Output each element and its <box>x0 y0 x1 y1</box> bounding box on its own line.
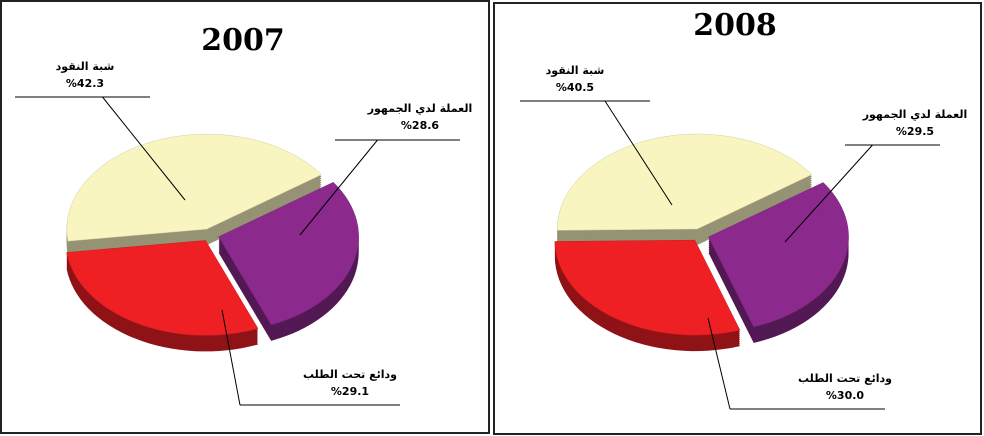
slice-value-label: %40.5 <box>556 81 594 94</box>
slice <box>66 240 259 336</box>
slice-value-label: %29.1 <box>331 385 369 398</box>
slice-label: ودائع تحت الطلب <box>303 368 397 381</box>
leader-line <box>299 139 378 236</box>
slice <box>554 239 741 336</box>
slice-label: العملة لدي الجمهور <box>367 102 473 115</box>
panel-border <box>493 2 982 435</box>
chart-title: 2007 <box>201 23 285 58</box>
slice-value-label: %42.3 <box>66 77 104 90</box>
slice-value-label: %28.6 <box>401 119 440 132</box>
slice-value-label: %30.0 <box>826 389 865 402</box>
slice <box>556 133 813 231</box>
slice <box>66 133 322 242</box>
slice <box>218 181 359 326</box>
leader-line <box>707 317 731 410</box>
slice-label: ودائع تحت الطلب <box>798 372 892 385</box>
leader-line <box>102 96 186 201</box>
panel-border <box>0 0 490 434</box>
slice <box>708 182 849 328</box>
slice-label: شبة النقود <box>56 60 115 73</box>
leader-line <box>604 100 673 206</box>
slice-label: شبة النقود <box>546 64 605 77</box>
leader-line <box>784 144 873 243</box>
slice-label: العملة لدي الجمهور <box>862 108 968 121</box>
slice-value-label: %29.5 <box>896 125 934 138</box>
chart-title: 2008 <box>693 8 777 43</box>
leader-line <box>221 309 241 406</box>
